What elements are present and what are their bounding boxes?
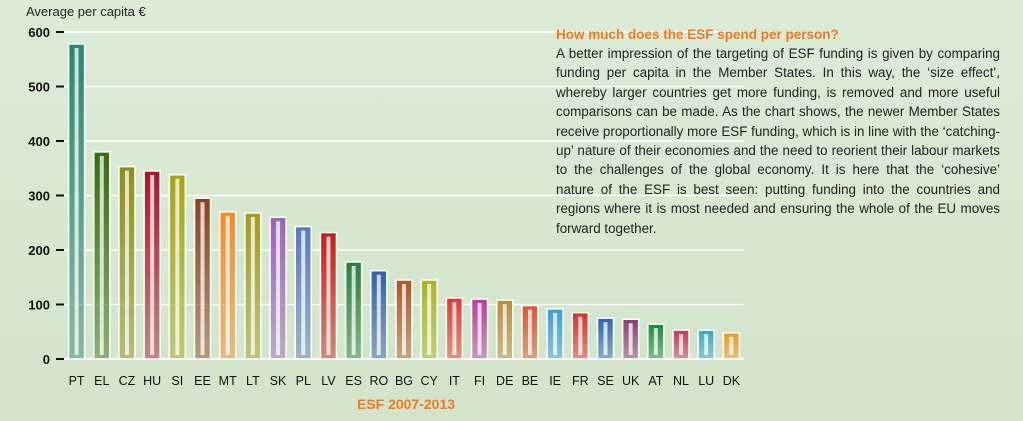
category-label-EE: EE [194,374,211,388]
category-label-FR: FR [572,374,589,388]
bar-highlight [502,304,507,355]
bar-highlight [427,283,432,355]
bar-FI [470,298,489,360]
bar-highlight [124,170,129,355]
y-tick-label: 0 [43,352,50,367]
bar-highlight [351,265,356,355]
bar-EL [93,151,111,360]
bar-RO [370,269,388,360]
category-labels: PT EL CZ HU SI EE MT LT SK PL LV ES RO BG CY IT FI DE BE IE… [69,374,741,388]
bar-IE [546,308,564,360]
category-label-HU: HU [143,374,161,388]
text-title: How much does the ESF spend per person? [556,27,839,42]
bar-highlight [200,202,205,355]
bar-SI [168,174,187,360]
bar-highlight [402,283,406,355]
bar-chart: 0 100 200 300 400 500 600 PT EL CZ HU SI EE MT LT SK PL… [28,25,744,388]
bar-IT [445,297,464,360]
category-label-BE: BE [522,374,539,388]
x-axis-label: ESF 2007-2013 [356,396,456,412]
category-label-IT: IT [449,374,460,388]
category-label-SK: SK [270,374,287,388]
bar-MT [218,211,237,360]
bar-highlight [150,174,155,355]
bar-FR [571,311,590,360]
bar-highlight [301,230,306,355]
bar-highlight [553,312,558,355]
category-label-SI: SI [171,374,183,388]
bar-SE [596,317,615,360]
bar-highlight [729,336,734,355]
bar-highlight [603,322,608,355]
category-label-NL: NL [673,374,689,388]
bar-ES [344,261,363,360]
category-label-CZ: CZ [119,374,136,388]
bar-highlight [276,221,281,355]
y-tick-label: 100 [28,298,50,313]
category-label-UK: UK [622,374,640,388]
category-label-DE: DE [496,374,513,388]
bar-LV [319,231,338,360]
bar-highlight [679,334,684,355]
bar-CZ [118,165,136,360]
category-label-RO: RO [369,374,388,388]
bar-EE [193,197,212,360]
text-box: How much does the ESF spend per person? … [556,27,1000,238]
bar-highlight [704,334,709,355]
bar-LU [697,329,715,360]
y-tick-label: 300 [28,189,50,204]
bar-SK [269,216,287,360]
bar-CY [420,279,438,360]
bar-highlight [477,303,482,355]
category-label-BG: BG [395,374,413,388]
category-label-CY: CY [420,374,438,388]
bar-DE [495,299,514,360]
bar-highlight [99,155,104,355]
category-label-LT: LT [246,374,260,388]
y-tick-label: 600 [28,25,50,40]
bar-highlight [175,178,180,355]
bar-LT [244,212,262,360]
bar-BG [395,279,413,360]
y-tick-label: 400 [28,134,50,149]
bar-PT [67,43,86,360]
category-label-MT: MT [219,374,237,388]
bar-highlight [376,274,381,355]
category-label-AT: AT [648,374,663,388]
bar-DK [722,332,741,360]
text-body: A better impression of the targeting of … [556,46,1000,236]
bar-BE [521,304,539,360]
category-label-EL: EL [94,374,109,388]
bar-highlight [326,236,331,355]
bar-highlight [74,47,79,356]
category-label-LV: LV [321,374,336,388]
bar-AT [647,323,665,360]
bar-highlight [452,301,457,355]
category-label-PL: PL [296,374,311,388]
bars [67,43,741,360]
category-label-FI: FI [474,374,485,388]
bar-UK [621,318,640,360]
bar-highlight [250,216,255,355]
bar-HU [143,170,161,360]
bar-NL [672,329,690,360]
bar-highlight [628,323,633,355]
category-label-DK: DK [723,374,741,388]
category-label-IE: IE [549,374,561,388]
bar-highlight [527,309,532,355]
bar-highlight [225,215,230,355]
bar-highlight [578,316,583,355]
y-axis-label: Average per capita € [26,4,146,19]
category-label-SE: SE [597,374,614,388]
category-label-ES: ES [345,374,362,388]
bar-PL [294,225,313,360]
category-label-LU: LU [698,374,714,388]
category-label-PT: PT [69,374,85,388]
bar-highlight [653,328,658,355]
y-tick-label: 200 [28,243,50,258]
y-tick-label: 500 [28,80,50,95]
